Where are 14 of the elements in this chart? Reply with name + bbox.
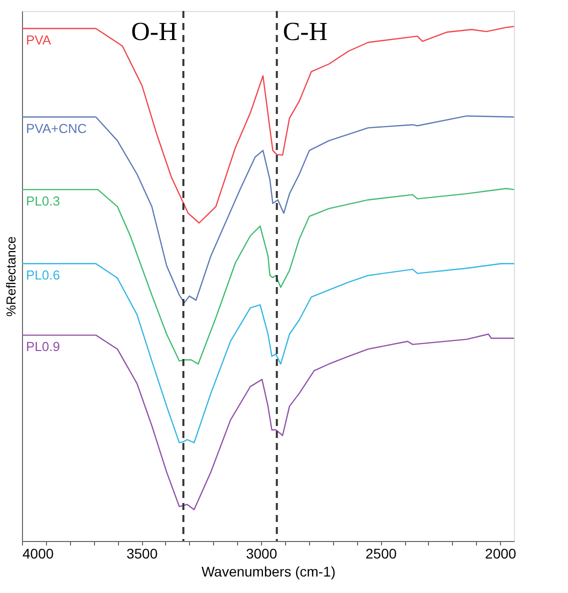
series-label: PVA+CNC bbox=[26, 121, 87, 136]
x-tick-label: 2000 bbox=[485, 546, 516, 562]
ref-line-label: C-H bbox=[282, 17, 328, 46]
series-label: PL0.6 bbox=[26, 268, 60, 283]
y-axis-title: %Reflectance bbox=[4, 236, 18, 317]
x-tick-label: 3500 bbox=[126, 546, 158, 562]
ref-line-label: O-H bbox=[131, 17, 178, 46]
series-label: PL0.3 bbox=[26, 194, 60, 209]
x-tick-label: 4000 bbox=[22, 546, 54, 562]
series-label: PVA bbox=[26, 32, 52, 48]
x-tick-label: 3000 bbox=[246, 546, 278, 562]
x-tick-label: 2500 bbox=[366, 546, 397, 562]
x-axis-title: Wavenumbers (cm-1) bbox=[201, 564, 336, 580]
series-label: PL0.9 bbox=[26, 339, 60, 354]
